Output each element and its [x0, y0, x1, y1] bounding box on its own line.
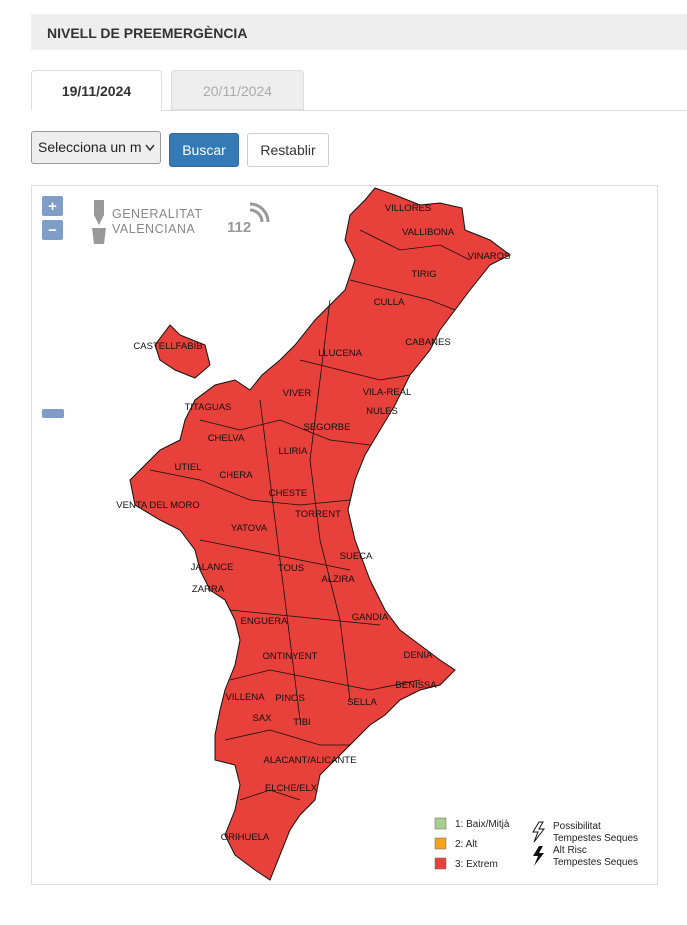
place-label: VIVER — [283, 388, 312, 399]
place-label: CULLA — [374, 297, 405, 308]
place-label: LLUCENA — [318, 348, 362, 359]
zoom-in-label: + — [48, 198, 57, 215]
region-enclave — [154, 324, 211, 379]
legend-label: 3: Extrem — [455, 859, 498, 870]
map: + − GENERALITAT VALENCIANA 112 VILLORES … — [42, 187, 638, 881]
tab[interactable]: 20/11/2024 — [171, 70, 304, 110]
municipality-select[interactable]: Selecciona un m — [31, 131, 161, 164]
place-label: CHESTE — [269, 488, 308, 499]
tab-divider — [31, 110, 687, 111]
select-text: Selecciona un m — [38, 139, 142, 155]
reset-button[interactable]: Restablir — [247, 133, 329, 167]
place-label: SUECA — [340, 551, 373, 562]
place-label: CHERA — [219, 470, 253, 481]
place-label: CHELVA — [208, 433, 245, 444]
search-button[interactable]: Buscar — [169, 133, 239, 167]
logo-waves — [249, 202, 270, 223]
map-handle[interactable] — [42, 409, 64, 418]
place-label: PINOS — [275, 693, 305, 704]
place-label: SAX — [252, 713, 272, 724]
map-frame — [31, 185, 658, 885]
place-label: ENGUERA — [241, 616, 289, 627]
zoom-out-label: − — [48, 222, 57, 239]
place-label: TIBI — [293, 717, 310, 728]
place-label: ZARRA — [192, 584, 225, 595]
zoom-in-button[interactable] — [42, 196, 63, 216]
logos: GENERALITAT VALENCIANA 112 — [92, 200, 270, 244]
place-label: JALANCE — [191, 562, 234, 573]
place-label: UTIEL — [175, 462, 202, 473]
place-label: TIRIG — [411, 269, 436, 280]
place-label: ELCHE/ELX — [265, 783, 318, 794]
place-label: DENIA — [403, 650, 433, 661]
region-shapes — [129, 187, 511, 881]
storm-icon-filled — [533, 846, 544, 866]
place-label: SEGORBE — [304, 422, 351, 433]
header-title: NIVELL DE PREEMERGÈNCIA — [47, 25, 248, 41]
logo-text: GENERALITAT — [112, 207, 202, 221]
place-label: LLIRIA — [278, 446, 308, 457]
zoom-out-button[interactable] — [42, 220, 63, 240]
place-label: ALZIRA — [321, 574, 355, 585]
place-label: ONTINYENT — [263, 651, 318, 662]
place-label: VALLIBONA — [402, 227, 455, 238]
logo-text: VALENCIANA — [112, 222, 195, 236]
tab-active[interactable]: 19/11/2024 — [31, 70, 162, 111]
zoom-control: + − — [42, 196, 64, 418]
select-arrow — [145, 144, 155, 152]
legend-swatch — [434, 857, 447, 870]
place-label: CABANES — [405, 337, 450, 348]
logo-112: 112 — [227, 219, 251, 236]
legend-swatch — [434, 837, 447, 850]
legend-label: Tempestes Seques — [553, 857, 638, 868]
place-label: ORIHUELA — [221, 832, 270, 843]
storm-icon-outline — [532, 821, 546, 843]
place-label: TORRENT — [295, 509, 341, 520]
legend-swatch — [434, 817, 447, 830]
region-mainland — [129, 187, 511, 881]
legend: 1: Baix/Mitjà 2: Alt 3: Extrem Possibili… — [434, 817, 638, 870]
place-label: NULES — [366, 406, 398, 417]
place-label: YATOVA — [231, 523, 268, 534]
border — [149, 229, 471, 801]
place-label: ALACANT/ALICANTE — [264, 755, 357, 766]
place-label: VINAROS — [468, 251, 511, 262]
legend-label: Tempestes Seques — [553, 833, 638, 844]
place-label: BENISSA — [395, 680, 437, 691]
legend-label: Alt Risc — [553, 845, 587, 856]
place-label: CASTELLFABIB — [133, 341, 202, 352]
place-labels: VILLORES VALLIBONA VINAROS TIRIG CULLA C… — [116, 203, 510, 843]
header-bar: NIVELL DE PREEMERGÈNCIA — [31, 14, 687, 50]
legend-label: 2: Alt — [455, 839, 477, 850]
place-label: TITAGUAS — [185, 402, 232, 413]
place-label: VILLORES — [385, 203, 431, 214]
place-label: GANDIA — [352, 612, 389, 623]
legend-label: 1: Baix/Mitjà — [455, 819, 510, 830]
place-label: VENTA DEL MORO — [116, 500, 199, 511]
place-label: VILA-REAL — [363, 387, 412, 398]
municipal-borders — [149, 229, 471, 801]
legend-label: Possibilitat — [553, 821, 601, 832]
place-label: SELLA — [347, 697, 377, 708]
place-label: VILLENA — [225, 692, 265, 703]
gv-emblem — [92, 200, 106, 244]
place-label: TOUS — [278, 563, 304, 574]
